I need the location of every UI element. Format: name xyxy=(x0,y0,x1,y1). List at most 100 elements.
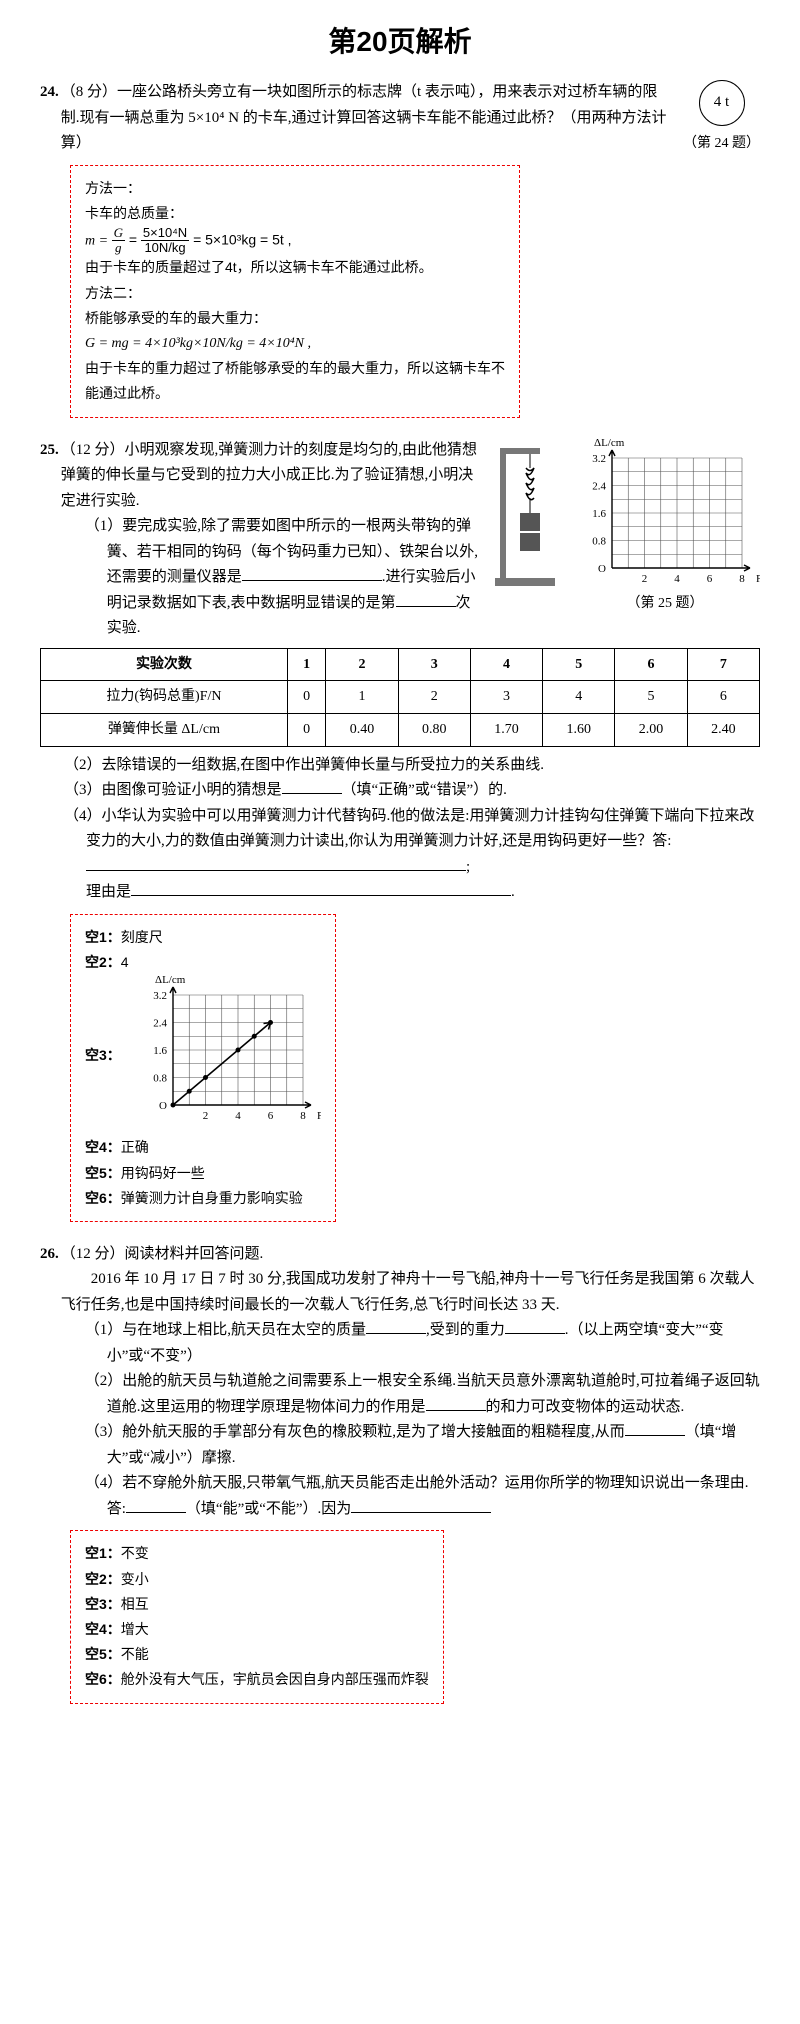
blank xyxy=(366,1318,426,1334)
page-title: 第20页解析 xyxy=(40,20,760,60)
q25-sub2: （2）去除错误的一组数据,在图中作出弹簧伸长量与所受拉力的关系曲线. xyxy=(64,753,760,779)
table-cell: 2 xyxy=(398,681,470,714)
table-header: 7 xyxy=(687,648,759,681)
m1-prefix: m = xyxy=(85,233,112,248)
a-label: 空2： xyxy=(85,954,121,970)
q24-number: 24. xyxy=(40,80,59,106)
table-cell: 2.40 xyxy=(687,714,759,747)
blank xyxy=(242,565,382,581)
blank xyxy=(426,1395,486,1411)
q24-body: 一座公路桥头旁立有一块如图所示的标志牌（t 表示吨），用来表示对过桥车辆的限制.… xyxy=(61,84,667,151)
svg-text:ΔL/cm: ΔL/cm xyxy=(155,975,186,986)
svg-text:3.2: 3.2 xyxy=(153,990,167,1002)
t: （1）与在地球上相比,航天员在太空的质量 xyxy=(85,1322,366,1338)
q26-sub4: （4）若不穿舱外航天服,只带氧气瓶,航天员能否走出舱外活动？运用你所学的物理知识… xyxy=(85,1471,760,1522)
a-label: 空4： xyxy=(85,1139,121,1155)
q25-sub3: （3）由图像可验证小明的猜想是 （填“正确”或“错误”）的. xyxy=(64,778,760,804)
table-cell: 2.00 xyxy=(615,714,687,747)
svg-text:2.4: 2.4 xyxy=(153,1018,167,1030)
q25-sub4-a: （4）小华认为实验中可以用弹簧测力计代替钩码.他的做法是:用弹簧测力计挂钩勾住弹… xyxy=(64,808,754,850)
svg-text:O: O xyxy=(598,563,606,575)
a-val: 用钩码好一些 xyxy=(121,1165,205,1181)
svg-text:0.8: 0.8 xyxy=(592,535,606,547)
q25-sub3-a: （3）由图像可验证小明的猜想是 xyxy=(64,782,282,798)
a-label: 空5： xyxy=(85,1165,121,1181)
a-val: 正确 xyxy=(121,1139,149,1155)
t: （填“能”或“不能”）.因为 xyxy=(186,1501,351,1517)
sign-4t: 4 t xyxy=(699,80,745,126)
svg-text:ΔL/cm: ΔL/cm xyxy=(594,438,625,449)
svg-text:4: 4 xyxy=(235,1110,241,1122)
a-label: 空5： xyxy=(85,1646,121,1662)
svg-text:4: 4 xyxy=(674,573,680,585)
q25-answer-box: 空1：刻度尺 空2：4 空3： O24680.81.62.43.2F/NΔL/c… xyxy=(70,914,336,1222)
a-val: 弹簧测力计自身重力影响实验 xyxy=(121,1190,303,1206)
q26-sub3: （3）舱外航天服的手掌部分有灰色的橡胶颗粒,是为了增大接触面的粗糙程度,从而（填… xyxy=(85,1420,760,1471)
problem-25: 25. （12 分）小明观察发现,弹簧测力计的刻度是均匀的,由此他猜想弹簧的伸长… xyxy=(40,438,760,1222)
q26-sub1: （1）与在地球上相比,航天员在太空的质量,受到的重力.（以上两空填“变大”“变小… xyxy=(85,1318,760,1369)
table-header: 6 xyxy=(615,648,687,681)
problem-26: 26. （12 分）阅读材料并回答问题. 2016 年 10 月 17 日 7 … xyxy=(40,1242,760,1704)
svg-text:2: 2 xyxy=(203,1110,209,1122)
a-label: 空1： xyxy=(85,929,121,945)
table-header: 3 xyxy=(398,648,470,681)
q25-number: 25. xyxy=(40,438,59,464)
svg-text:6: 6 xyxy=(268,1110,274,1122)
a-val: 相互 xyxy=(121,1596,149,1612)
table-cell: 0.80 xyxy=(398,714,470,747)
svg-text:O: O xyxy=(159,1100,167,1112)
svg-text:6: 6 xyxy=(707,573,713,585)
table-cell: 1.70 xyxy=(470,714,542,747)
a-label: 空6： xyxy=(85,1190,121,1206)
row-label: 弹簧伸长量 ΔL/cm xyxy=(41,714,288,747)
table-cell: 6 xyxy=(687,681,759,714)
table-cell: 1.60 xyxy=(543,714,615,747)
svg-text:1.6: 1.6 xyxy=(153,1045,167,1057)
svg-text:1.6: 1.6 xyxy=(592,508,606,520)
blank xyxy=(625,1420,685,1436)
svg-text:3.2: 3.2 xyxy=(592,453,606,465)
blank xyxy=(505,1318,565,1334)
a-label: 空2： xyxy=(85,1571,121,1587)
t: 的和力可改变物体的运动状态. xyxy=(486,1399,685,1415)
m1-rest: = 5×10³kg = 5t , xyxy=(193,231,291,247)
q25-sub3-b: （填“正确”或“错误”）的. xyxy=(342,782,507,798)
blank xyxy=(396,591,456,607)
table-cell: 3 xyxy=(470,681,542,714)
q26-intro: 阅读材料并回答问题. xyxy=(125,1246,264,1262)
table-cell: 4 xyxy=(543,681,615,714)
t: （3）舱外航天服的手掌部分有灰色的橡胶颗粒,是为了增大接触面的粗糙程度,从而 xyxy=(85,1424,625,1440)
a-val: 4 xyxy=(121,954,129,970)
t: ,受到的重力 xyxy=(426,1322,505,1338)
a-val: 舱外没有大气压，宇航员会因自身内部压强而炸裂 xyxy=(121,1671,429,1687)
table-header: 1 xyxy=(287,648,326,681)
q26-points: （12 分） xyxy=(61,1246,125,1262)
table-cell: 0 xyxy=(287,681,326,714)
frac-num: G xyxy=(112,226,125,241)
a-val: 不能 xyxy=(121,1646,149,1662)
q26-para: 2016 年 10 月 17 日 7 时 30 分,我国成功发射了神舟十一号飞船… xyxy=(61,1267,760,1318)
a-label: 空3： xyxy=(85,1596,121,1612)
table-cell: 1 xyxy=(326,681,398,714)
q24-text: （8 分）一座公路桥头旁立有一块如图所示的标志牌（t 表示吨），用来表示对过桥车… xyxy=(61,80,673,157)
q25-sub4-b: 理由是 xyxy=(86,884,131,900)
q24-figure: 4 t （第 24 题） xyxy=(683,80,760,156)
q24-m2-formula: G = mg = 4×10³kg×10N/kg = 4×10⁴N , xyxy=(85,331,505,356)
frac2-num: 5×10⁴N xyxy=(141,226,189,241)
table-cell: 5 xyxy=(615,681,687,714)
q24-fig-caption: （第 24 题） xyxy=(683,132,760,156)
q24-m2-title: 方法二： xyxy=(85,281,505,306)
q25-table: 实验次数1234567 拉力(钩码总重)F/N0123456 弹簧伸长量 ΔL/… xyxy=(40,648,760,747)
q25-sub1: （1）要完成实验,除了需要如图中所示的一根两头带钩的弹簧、若干相同的钩码（每个钩… xyxy=(85,514,480,642)
q24-m2-l3: 由于卡车的重力超过了桥能够承受的车的最大重力，所以这辆卡车不能通过此桥。 xyxy=(85,356,505,406)
q24-points: （8 分） xyxy=(61,84,117,100)
svg-text:F/N: F/N xyxy=(756,573,760,585)
q26-sub2: （2）出舱的航天员与轨道舱之间需要系上一根安全系绳.当航天员意外漂离轨道舱时,可… xyxy=(85,1369,760,1420)
a-label: 空1： xyxy=(85,1545,121,1561)
q26-answer-box: 空1：不变 空2：变小 空3：相互 空4：增大 空5：不能 空6：舱外没有大气压… xyxy=(70,1530,444,1703)
q24-m1-l1: 卡车的总质量： xyxy=(85,201,505,226)
eq: = xyxy=(129,231,141,247)
apparatus-icon xyxy=(490,438,560,588)
blank xyxy=(351,1497,491,1513)
svg-text:8: 8 xyxy=(300,1110,306,1122)
